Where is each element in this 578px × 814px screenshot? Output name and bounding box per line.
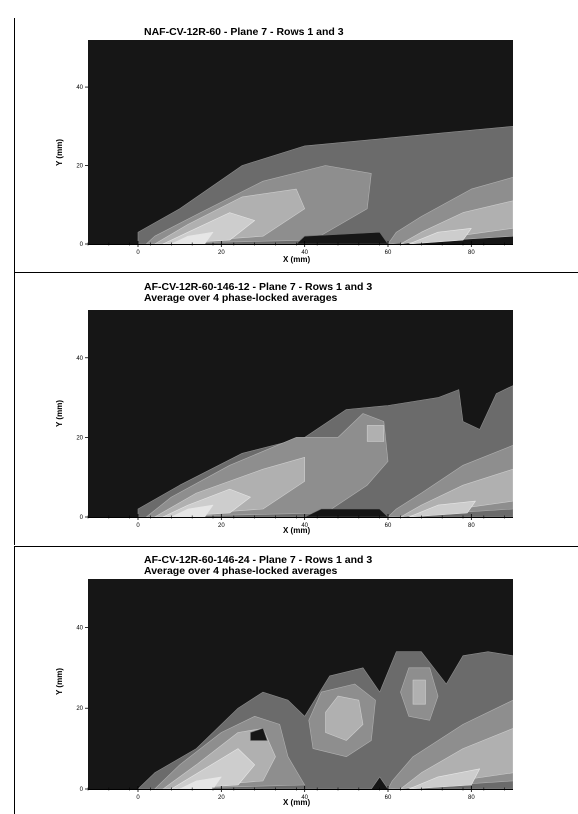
x-tick-label: 20 (218, 250, 225, 256)
x-tick-label: 0 (136, 523, 140, 529)
y-tick-label: 40 (76, 85, 83, 91)
panel-frame-left (14, 18, 15, 272)
x-tick-label: 80 (468, 250, 475, 256)
contour-region-13 (408, 768, 481, 789)
x-tick-label: 40 (301, 250, 308, 256)
panel-frame-left (14, 547, 15, 814)
contour-region-3 (154, 457, 306, 517)
x-tick-label: 0 (136, 795, 140, 801)
contour-region-7 (412, 679, 426, 705)
plot-title: AF-CV-12R-60-146-24 - Plane 7 - Rows 1 a… (144, 554, 373, 566)
y-tick-label: 40 (76, 356, 83, 362)
x-tick-label: 60 (385, 795, 392, 801)
panel-separator (14, 272, 578, 273)
contour-region-7 (304, 508, 389, 517)
contour-region-8 (171, 748, 255, 789)
contour-region-10 (250, 728, 268, 741)
x-tick-label: 0 (136, 250, 140, 256)
contour-fill (137, 651, 513, 789)
plot-title: AF-CV-12R-60-146-12 - Plane 7 - Rows 1 a… (144, 281, 373, 293)
contour-panel-2: AF-CV-12R-60-146-12 - Plane 7 - Rows 1 a… (0, 273, 578, 545)
contour-plot-2: 0 20 40 60 80 0 20 40 (76, 310, 513, 529)
contour-region-6 (171, 504, 214, 517)
y-axis-label: Y (mm) (54, 400, 64, 427)
contour-region-6 (295, 231, 389, 244)
contour-fill (137, 385, 513, 517)
x-axis-label: X (mm) (283, 526, 311, 535)
y-tick-label: 20 (76, 435, 83, 441)
y-tick-label: 40 (76, 625, 83, 631)
contour-panel-1: NAF-CV-12R-60 - Plane 7 - Rows 1 and 3 0… (0, 0, 578, 272)
contour-region-5 (162, 488, 251, 517)
plot-subtitle: Average over 4 phase-locked averages (144, 565, 338, 577)
contour-plot-3: 0 20 40 60 80 0 20 40 (76, 579, 513, 801)
y-tick-label: 0 (80, 787, 84, 793)
contour-plot-1: 0 20 40 60 80 0 20 40 (76, 40, 513, 256)
contour-region-5 (171, 231, 214, 244)
contour-region-9 (400, 468, 513, 517)
y-tick-label: 20 (76, 706, 83, 712)
y-tick-label: 0 (80, 242, 84, 248)
x-tick-label: 60 (385, 523, 392, 529)
plot-subtitle: Average over 4 phase-locked averages (144, 292, 338, 304)
x-axis-label: X (mm) (283, 798, 311, 807)
x-tick-label: 80 (468, 795, 475, 801)
y-axis-label: Y (mm) (54, 139, 64, 166)
panel-separator (14, 546, 578, 547)
x-tick-label: 20 (218, 523, 225, 529)
contour-region-6 (325, 695, 364, 741)
contour-region-10 (408, 500, 476, 517)
contour-region-9 (408, 228, 472, 244)
y-tick-label: 0 (80, 515, 84, 521)
x-tick-label: 20 (218, 795, 225, 801)
contour-region-12 (400, 728, 513, 789)
x-tick-label: 40 (301, 523, 308, 529)
y-axis-label: Y (mm) (54, 668, 64, 695)
panel-frame-left (14, 273, 15, 545)
contour-region-4 (366, 425, 385, 442)
contour-region-9 (179, 776, 222, 789)
y-tick-label: 20 (76, 164, 83, 170)
x-axis-label: X (mm) (283, 255, 311, 264)
plot-title: NAF-CV-12R-60 - Plane 7 - Rows 1 and 3 (144, 26, 344, 38)
contour-region-8 (400, 200, 513, 244)
contour-fill (137, 126, 513, 244)
x-tick-label: 40 (301, 795, 308, 801)
contour-region-4 (162, 212, 255, 244)
x-tick-label: 60 (385, 250, 392, 256)
contour-panel-3: AF-CV-12R-60-146-24 - Plane 7 - Rows 1 a… (0, 547, 578, 814)
x-tick-label: 80 (468, 523, 475, 529)
